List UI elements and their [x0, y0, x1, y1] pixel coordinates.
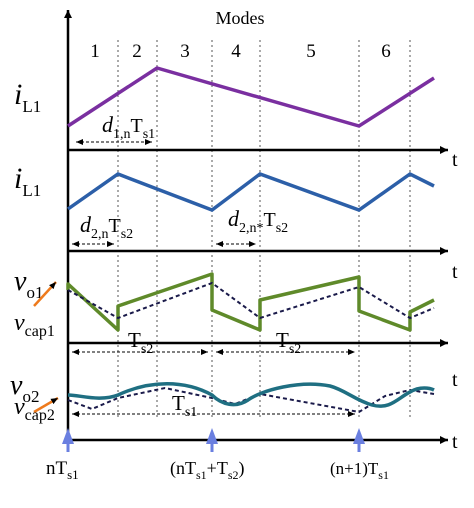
time-mark-2: (nTs1+Ts2) [170, 458, 245, 482]
mode-label-2: 2 [132, 41, 142, 62]
d2-label: d2,nTs2 [80, 212, 133, 242]
row1-signal-label: iL1 [14, 78, 41, 116]
t-label-1: t [452, 149, 458, 171]
time-mark-3: (n+1)Ts1 [330, 459, 389, 482]
mode-label-1: 1 [90, 41, 100, 62]
mode-label-4: 4 [231, 41, 241, 62]
time-instant-markers [62, 428, 365, 452]
modes-title: Modes [216, 8, 265, 28]
row4-signal-label: vo2 [10, 370, 39, 406]
mode-labels: 1 2 3 4 5 6 [90, 41, 391, 62]
mode-dividers [117, 40, 411, 418]
mode-label-5: 5 [306, 41, 316, 62]
t-label-3: t [452, 369, 458, 391]
time-mark-1: nTs1 [46, 458, 79, 482]
vcap1-pointer-arrow [33, 281, 57, 307]
ts2-label-a: Ts2 [128, 328, 153, 357]
mode-label-6: 6 [381, 41, 391, 62]
row3-signal-label: vo1 [14, 266, 43, 302]
row1-current-waveform [67, 66, 435, 128]
row4-output-voltage-waveform [67, 382, 435, 408]
t-label-4: t [452, 431, 458, 453]
time-axis-labels: t t t t [452, 149, 458, 453]
d1-label: d1,nTs1 [102, 112, 155, 142]
vcap2-label: vcap2 [14, 394, 55, 424]
vcap2-pointer-arrow [33, 396, 59, 414]
row2-signal-label: iL1 [14, 162, 41, 200]
ts1-label: Ts1 [172, 391, 197, 420]
mode-label-3: 3 [180, 41, 190, 62]
time-axes [68, 146, 448, 444]
t-label-2: t [452, 261, 458, 283]
marker-arrow-2 [206, 428, 218, 444]
row3-output-voltage-waveform [66, 272, 435, 332]
marker-arrow-1 [62, 428, 74, 444]
ts2-label-b: Ts2 [276, 328, 301, 357]
row2-current-waveform [66, 171, 435, 212]
row4-capacitor-voltage-waveform [67, 386, 435, 414]
d2star-label: d2,n*Ts2 [228, 206, 288, 236]
marker-arrow-3 [353, 428, 365, 444]
row3-capacitor-voltage-waveform [67, 281, 435, 320]
vcap1-label: vcap1 [14, 310, 55, 340]
